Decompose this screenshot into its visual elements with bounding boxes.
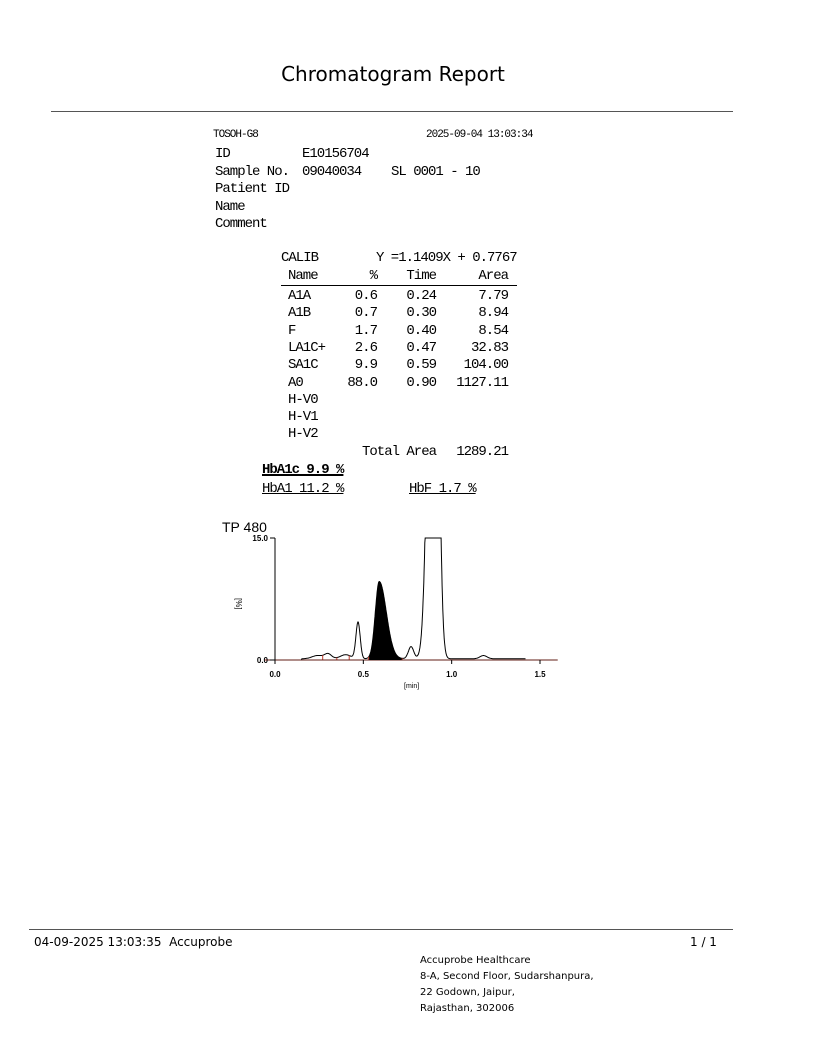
x-tick-label: 0.5 bbox=[358, 670, 370, 679]
field-label: ID bbox=[215, 146, 231, 162]
x-tick-label: 1.0 bbox=[446, 670, 458, 679]
cell-name: H-V2 bbox=[288, 426, 319, 443]
chromatogram-chart: TP 480 [min] [%] 0.0 0.5 1.0 1.5 0.0 15.0 bbox=[222, 519, 558, 690]
cell-time: 0.47 bbox=[406, 339, 437, 356]
cell-name: LA1C+ bbox=[288, 339, 326, 356]
footer-divider bbox=[29, 929, 733, 930]
cell-time: 0.40 bbox=[406, 322, 437, 339]
calib-label: CALIB bbox=[281, 250, 319, 266]
x-axis-label: [min] bbox=[404, 683, 419, 690]
total-area-value: 1289.21 bbox=[456, 444, 509, 460]
cell-percent: 1.7 bbox=[354, 322, 378, 339]
col-name: Name bbox=[288, 268, 319, 284]
col-percent: % bbox=[369, 268, 378, 284]
hbf-result: HbF 1.7 % bbox=[409, 481, 477, 497]
cell-area: 1127.11 bbox=[456, 374, 509, 391]
address-line: Accuprobe Healthcare bbox=[420, 955, 531, 966]
x-tick-label: 0.0 bbox=[269, 670, 281, 679]
cell-name: H-V0 bbox=[288, 391, 319, 408]
cell-area: 8.54 bbox=[478, 322, 509, 339]
cell-time: 0.59 bbox=[406, 357, 437, 374]
address-line: 22 Godown, Jaipur, bbox=[420, 987, 515, 998]
table-header-line bbox=[281, 285, 517, 286]
field-label: Name bbox=[215, 198, 246, 215]
total-area-label: Total Area bbox=[362, 444, 437, 460]
cell-area: 7.79 bbox=[478, 288, 509, 304]
report-datetime: 2025-09-04 13:03:34 bbox=[426, 129, 533, 141]
y-axis-label: [%] bbox=[234, 598, 243, 610]
hba1c-result: HbA1c 9.9 % bbox=[262, 462, 344, 478]
col-area: Area bbox=[478, 268, 509, 284]
cell-percent: 2.6 bbox=[354, 339, 378, 356]
field-extra: SL 0001 - 10 bbox=[391, 163, 481, 180]
cell-percent: 0.6 bbox=[354, 288, 378, 304]
field-value: 09040034 bbox=[302, 163, 362, 180]
lab-address: Accuprobe Healthcare 8-A, Second Floor, S… bbox=[420, 953, 594, 1017]
field-label: Patient ID bbox=[215, 181, 290, 197]
cell-area: 104.00 bbox=[463, 357, 509, 374]
chromatogram-trace bbox=[301, 537, 526, 661]
cell-name: SA1C bbox=[288, 357, 319, 374]
cell-area: 8.94 bbox=[478, 305, 509, 322]
page-title: Chromatogram Report bbox=[281, 62, 505, 86]
header-divider bbox=[51, 111, 733, 112]
cell-name: A1A bbox=[288, 288, 311, 304]
chart-title: TP 480 bbox=[222, 519, 267, 535]
col-time: Time bbox=[406, 268, 437, 284]
field-label: Sample No. bbox=[215, 163, 290, 180]
cell-area: 32.83 bbox=[470, 339, 509, 356]
cell-name: H-V1 bbox=[288, 409, 319, 426]
hba1-result: HbA1 11.2 % bbox=[262, 481, 344, 497]
y-tick-label: 15.0 bbox=[252, 534, 268, 543]
cell-time: 0.30 bbox=[406, 305, 437, 322]
cell-name: A1B bbox=[288, 305, 311, 322]
calib-equation: Y =1.1409X + 0.7767 bbox=[376, 250, 518, 266]
x-tick-label: 1.5 bbox=[534, 670, 546, 679]
address-line: Rajasthan, 302006 bbox=[420, 1003, 515, 1014]
y-tick-label: 0.0 bbox=[257, 656, 269, 665]
field-value: E10156704 bbox=[302, 146, 370, 162]
cell-percent: 88.0 bbox=[347, 374, 378, 391]
page-number: 1 / 1 bbox=[690, 935, 717, 949]
print-timestamp: 04-09-2025 13:03:35 Accuprobe bbox=[34, 935, 233, 949]
cell-name: F bbox=[288, 322, 296, 339]
cell-time: 0.90 bbox=[406, 374, 437, 391]
cell-name: A0 bbox=[288, 374, 304, 391]
field-label: Comment bbox=[215, 216, 268, 232]
address-line: 8-A, Second Floor, Sudarshanpura, bbox=[420, 971, 594, 982]
cell-time: 0.24 bbox=[406, 288, 437, 304]
cell-percent: 9.9 bbox=[354, 357, 378, 374]
cell-percent: 0.7 bbox=[354, 305, 378, 322]
instrument-name: TOSOH-G8 bbox=[213, 129, 259, 141]
shaded-peak-sa1c bbox=[368, 581, 403, 660]
